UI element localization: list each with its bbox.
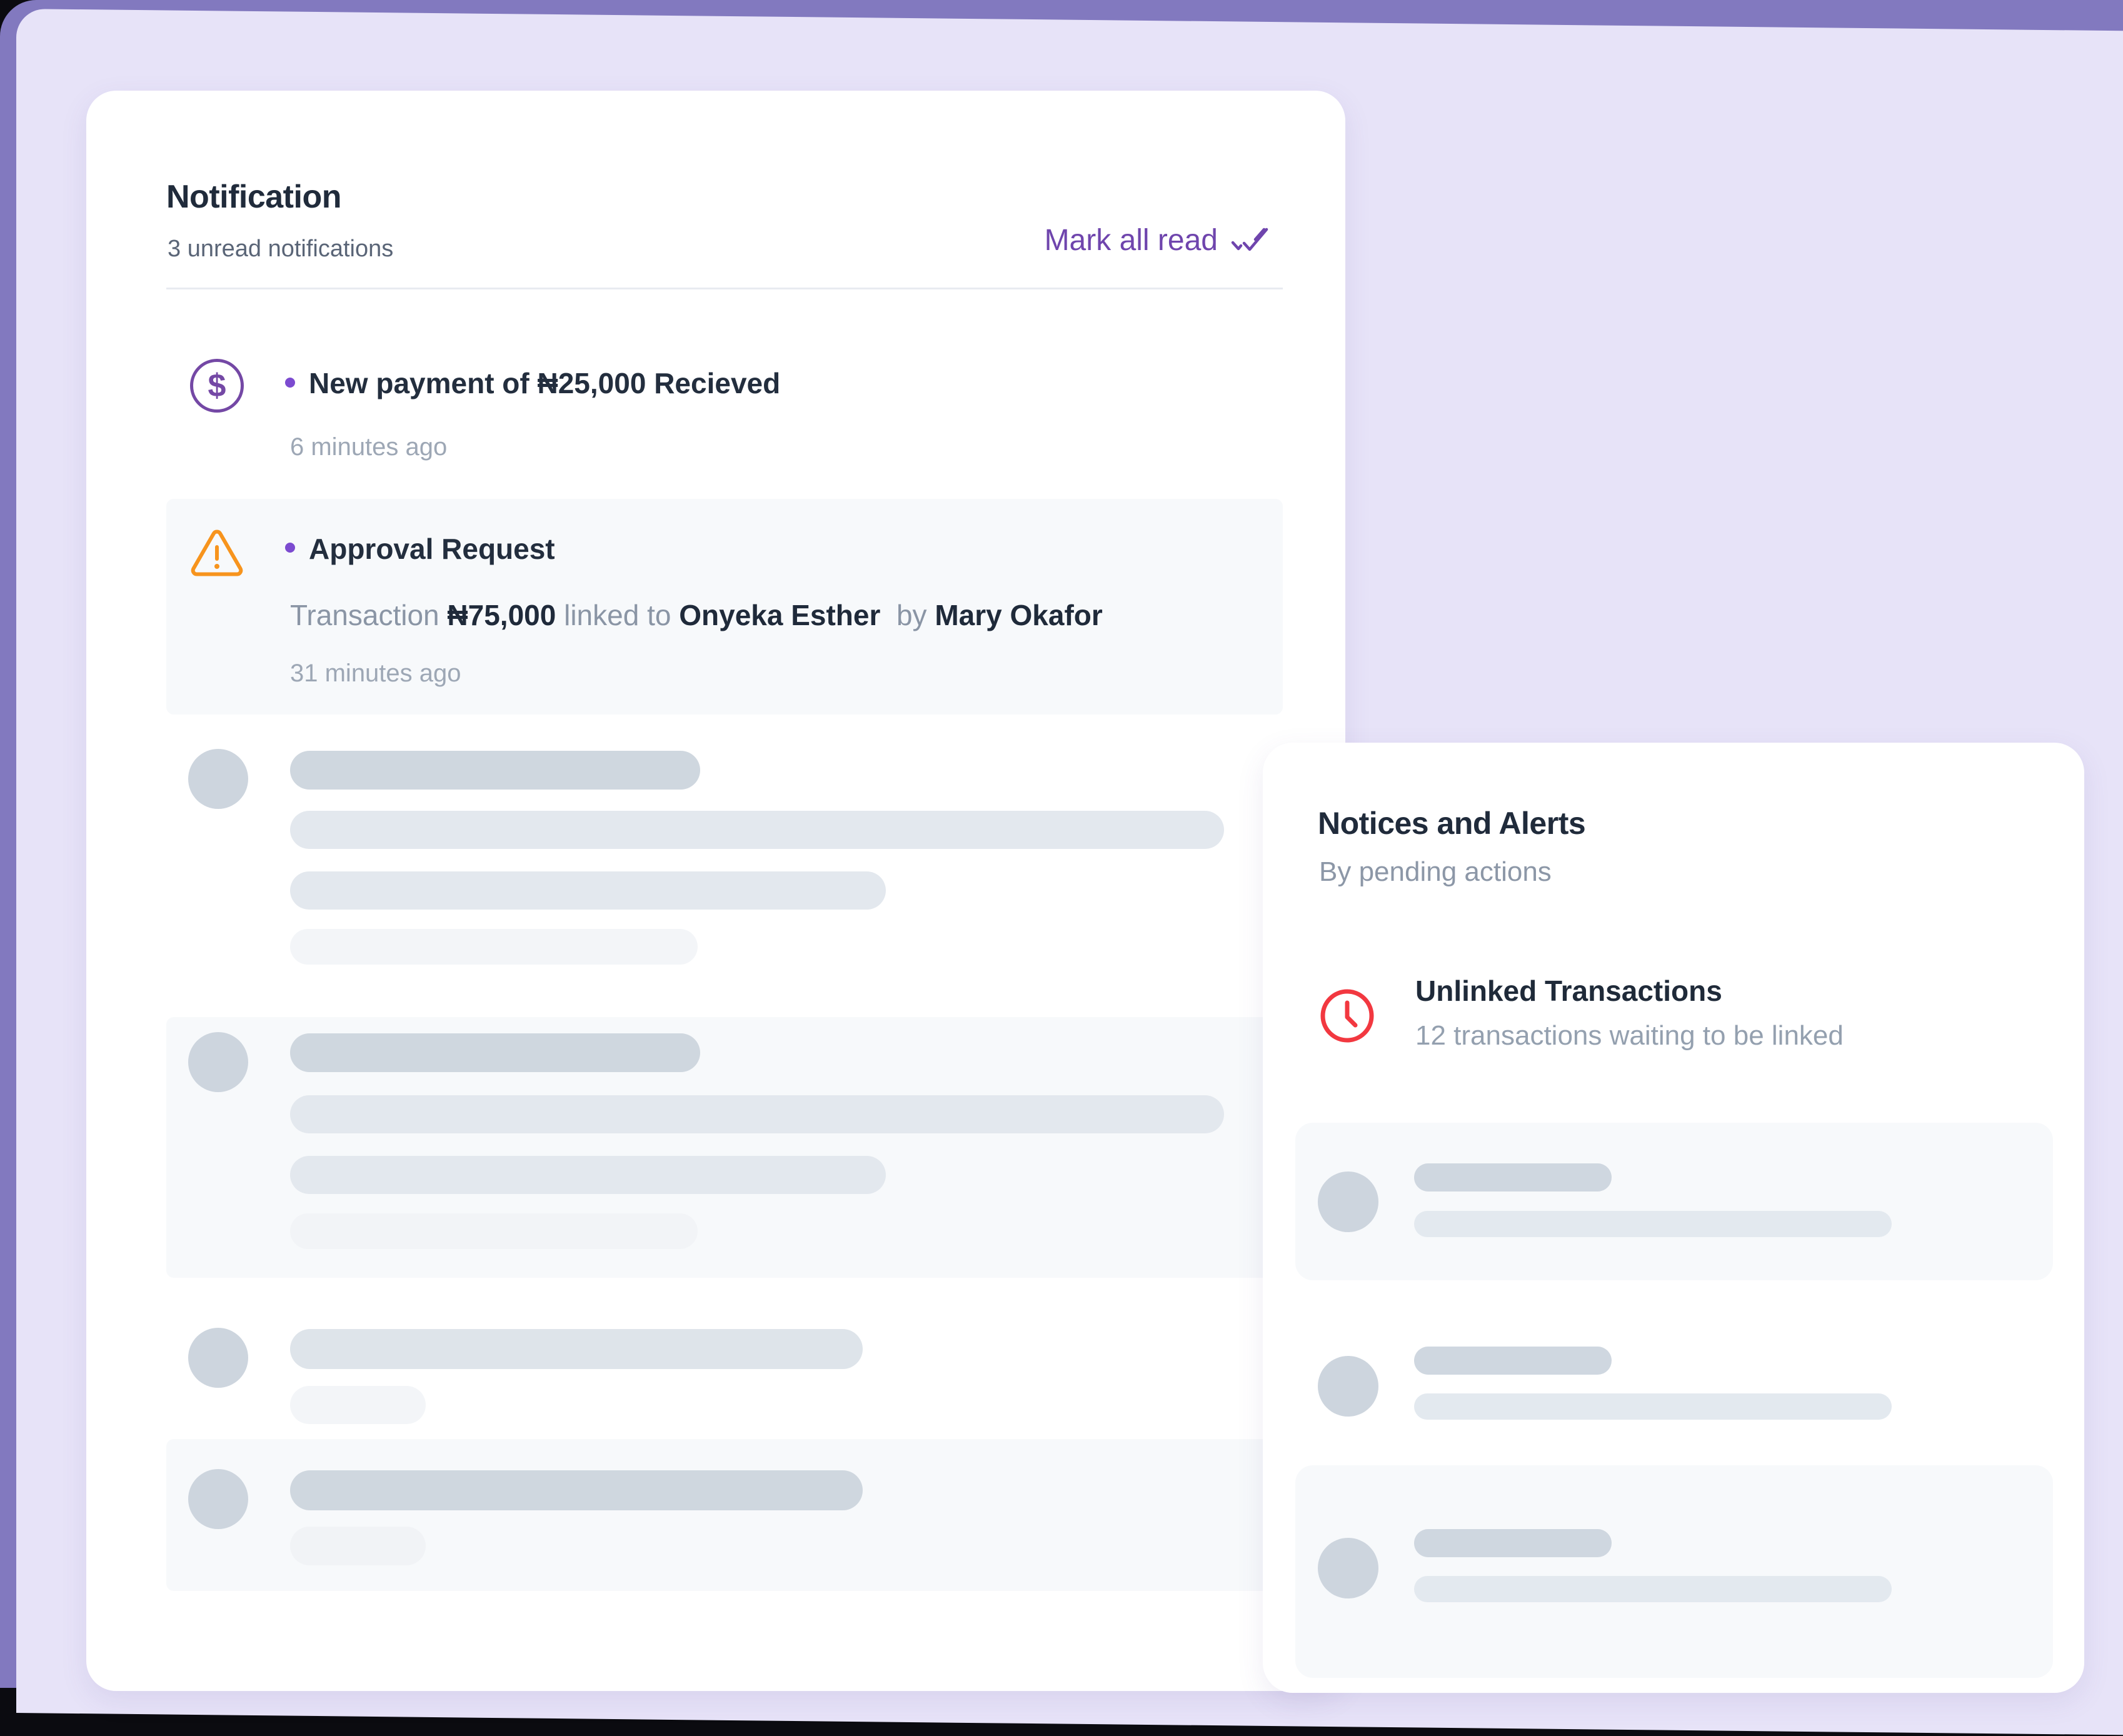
skeleton-avatar bbox=[1318, 1538, 1378, 1598]
mark-all-read-button[interactable]: Mark all read bbox=[1045, 223, 1270, 258]
alert-title: Unlinked Transactions bbox=[1415, 974, 1722, 1008]
page-title: Notification bbox=[166, 178, 341, 216]
notification-title: Approval Request bbox=[309, 532, 555, 566]
skeleton-bar bbox=[1414, 1163, 1612, 1192]
notices-alerts-card: Notices and Alerts By pending actions Un… bbox=[1263, 743, 2084, 1693]
skeleton-avatar bbox=[188, 749, 248, 809]
notification-card: Notification 3 unread notifications Mark… bbox=[86, 91, 1345, 1691]
author-name: Mary Okafor bbox=[935, 599, 1102, 631]
notification-row-approval[interactable]: Approval Request Transaction ₦75,000 lin… bbox=[166, 499, 1283, 715]
notification-timestamp: 6 minutes ago bbox=[290, 433, 447, 461]
skeleton-bar bbox=[290, 1470, 863, 1510]
skeleton-avatar bbox=[1318, 1356, 1378, 1417]
skeleton-avatar bbox=[188, 1328, 248, 1388]
skeleton-bar bbox=[290, 751, 700, 790]
skeleton-bar bbox=[1414, 1576, 1892, 1602]
skeleton-bar bbox=[290, 929, 698, 965]
notification-title: New payment of ₦25,000 Recieved bbox=[309, 366, 780, 400]
skeleton-bar bbox=[290, 1033, 700, 1072]
clock-icon bbox=[1319, 988, 1375, 1044]
skeleton-avatar bbox=[188, 1032, 248, 1092]
unread-count-label: 3 unread notifications bbox=[168, 236, 393, 263]
body-text: linked to bbox=[556, 599, 679, 631]
notification-timestamp: 31 minutes ago bbox=[290, 660, 461, 688]
skeleton-bar bbox=[1414, 1211, 1892, 1237]
warning-triangle-icon bbox=[190, 528, 244, 578]
double-check-icon bbox=[1230, 226, 1270, 256]
skeleton-bar bbox=[290, 1213, 698, 1249]
skeleton-bar bbox=[1414, 1347, 1612, 1375]
skeleton-row-band bbox=[166, 1439, 1283, 1591]
skeleton-bar bbox=[290, 811, 1224, 849]
skeleton-block bbox=[1295, 1123, 2053, 1280]
skeleton-bar bbox=[290, 1156, 886, 1194]
mark-all-read-label: Mark all read bbox=[1045, 223, 1218, 258]
notification-body: Transaction ₦75,000 linked to Onyeka Est… bbox=[290, 598, 1103, 632]
unread-dot bbox=[285, 543, 295, 553]
skeleton-bar bbox=[290, 1527, 426, 1565]
skeleton-bar bbox=[290, 1329, 863, 1369]
card-title: Notices and Alerts bbox=[1318, 805, 1585, 841]
header-divider bbox=[166, 288, 1283, 289]
linked-person-name: Onyeka Esther bbox=[679, 599, 880, 631]
body-text: Transaction bbox=[290, 599, 447, 631]
skeleton-bar bbox=[290, 1095, 1224, 1133]
skeleton-block bbox=[1295, 1465, 2053, 1678]
alert-subtitle: 12 transactions waiting to be linked bbox=[1415, 1020, 1844, 1051]
skeleton-bar bbox=[1414, 1529, 1612, 1557]
card-subtitle: By pending actions bbox=[1319, 856, 1552, 888]
body-text: by bbox=[880, 599, 935, 631]
skeleton-bar bbox=[1414, 1393, 1892, 1420]
skeleton-avatar bbox=[1318, 1172, 1378, 1232]
unread-dot bbox=[285, 378, 295, 388]
dollar-circle-icon: $ bbox=[190, 359, 244, 413]
skeleton-bar bbox=[290, 1386, 426, 1424]
transaction-amount: ₦75,000 bbox=[447, 599, 556, 631]
skeleton-bar bbox=[290, 871, 886, 910]
skeleton-avatar bbox=[188, 1469, 248, 1529]
